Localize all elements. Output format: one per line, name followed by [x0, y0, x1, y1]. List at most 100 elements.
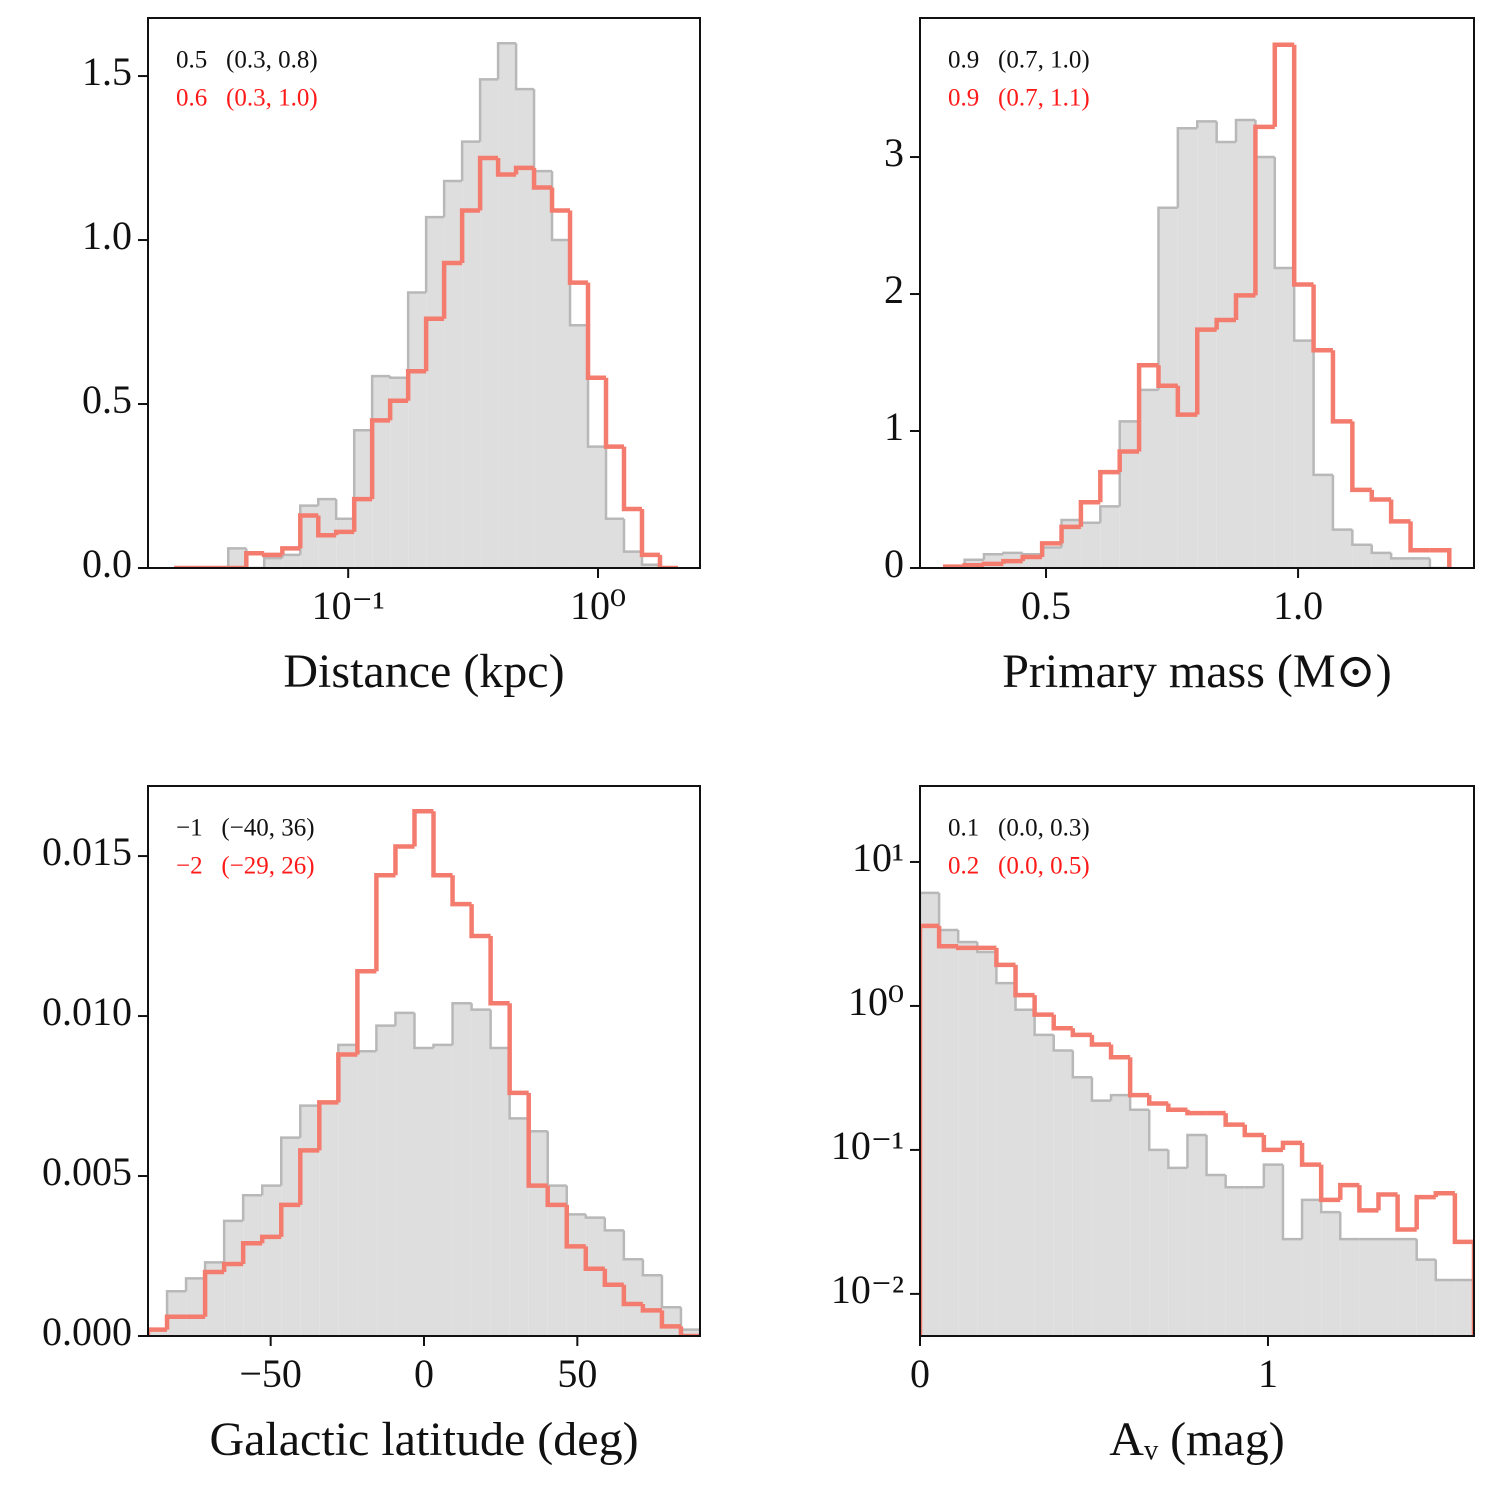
step: [441, 260, 463, 319]
bar-outline: [406, 291, 427, 378]
bar-outline: [299, 1104, 320, 1138]
bar: [1332, 529, 1353, 568]
y-tick-label: 1.5: [82, 49, 132, 94]
bar-outline: [1224, 1174, 1245, 1189]
bar-outline: [496, 42, 517, 80]
plot-area: [920, 891, 1474, 1336]
step: [955, 945, 978, 951]
bar: [262, 1185, 282, 1336]
bar-outline: [388, 376, 409, 380]
step: [1175, 385, 1198, 417]
step: [1039, 541, 1062, 558]
step: [1127, 1057, 1150, 1098]
step: [583, 1246, 605, 1272]
bar-outline: [334, 499, 355, 521]
axes-frame: [147, 785, 701, 1337]
bar-outline: [604, 446, 624, 521]
bar: [1091, 1100, 1112, 1336]
step: [316, 515, 337, 538]
step: [549, 187, 571, 213]
bar: [1352, 544, 1372, 568]
step: [1350, 421, 1372, 493]
step: [1089, 1034, 1112, 1047]
step: [450, 875, 472, 907]
step: [1299, 1142, 1322, 1167]
bar-outline: [1312, 340, 1333, 477]
step: [1223, 1113, 1245, 1127]
bar-outline: [222, 1219, 244, 1263]
step: [1414, 1194, 1436, 1230]
bar: [1397, 1239, 1417, 1336]
y-tick-label: 10⁻²: [831, 1267, 904, 1312]
bar-outline: [451, 1002, 472, 1045]
bar: [395, 1012, 415, 1336]
bar-outline: [603, 1217, 624, 1232]
bar: [372, 376, 391, 568]
bar-outline: [1319, 1199, 1341, 1214]
bar: [1149, 1149, 1169, 1336]
bar-outline: [1109, 1093, 1131, 1101]
bar: [606, 518, 624, 568]
bar: [1391, 558, 1411, 568]
step: [1166, 1103, 1188, 1113]
bar: [224, 1220, 244, 1336]
bar: [1225, 1187, 1245, 1336]
bar: [1410, 558, 1430, 568]
bar: [376, 1025, 396, 1336]
step: [1376, 1192, 1398, 1211]
step: [1078, 499, 1101, 527]
step: [1452, 1193, 1474, 1336]
bar-outline: [460, 140, 481, 181]
bar-outline: [1351, 529, 1372, 546]
bar-outline: [622, 518, 642, 553]
step: [1395, 1194, 1417, 1232]
step: [333, 529, 355, 536]
bar-outline: [1454, 1278, 1474, 1336]
step: [1330, 350, 1353, 424]
bar: [1015, 1009, 1035, 1336]
bar: [1340, 1239, 1360, 1336]
bar: [588, 446, 607, 568]
bar: [1080, 522, 1101, 568]
panel: 10⁻¹ 10⁰ 0.0 0.5 1.0 1.5 Distance (kpc) 0.5 (0.…: [82, 17, 701, 698]
step: [240, 1240, 263, 1265]
axes-frame: [919, 785, 1475, 1337]
step: [585, 282, 607, 381]
step: [1098, 469, 1120, 503]
step: [567, 210, 589, 285]
bar-outline: [1052, 1034, 1073, 1052]
step: [1146, 1095, 1169, 1106]
bar: [509, 1118, 529, 1336]
annotation: −2 (−29, 26): [176, 853, 315, 880]
step: [526, 1092, 548, 1188]
bar: [1139, 389, 1159, 568]
x-axis-label: Galactic latitude (deg): [209, 1413, 638, 1466]
step: [1020, 554, 1043, 562]
step: [936, 925, 959, 949]
bar: [282, 554, 301, 568]
bar: [1454, 1279, 1474, 1336]
bar: [1187, 1134, 1207, 1336]
step: [1280, 1140, 1303, 1150]
x-tick-label: 10⁻¹: [312, 583, 385, 628]
bar-outline: [514, 43, 535, 91]
bar: [498, 43, 517, 568]
bar-outline: [1281, 1164, 1303, 1241]
bar: [958, 942, 978, 1336]
step: [1136, 363, 1159, 452]
bar-outline: [995, 951, 1016, 985]
annotation: −1 (−40, 36): [176, 815, 315, 842]
bar-outline: [1196, 120, 1217, 129]
step: [1001, 558, 1023, 564]
step: [244, 550, 265, 568]
bar-outline: [1021, 552, 1043, 556]
bar: [1321, 1212, 1341, 1336]
step: [469, 904, 491, 939]
step: [280, 546, 301, 555]
bar: [623, 551, 642, 568]
bar: [1435, 1279, 1455, 1336]
bar-outline: [679, 1307, 700, 1336]
bar: [1111, 1095, 1131, 1336]
bar: [1294, 340, 1314, 568]
bar: [1206, 1174, 1226, 1336]
